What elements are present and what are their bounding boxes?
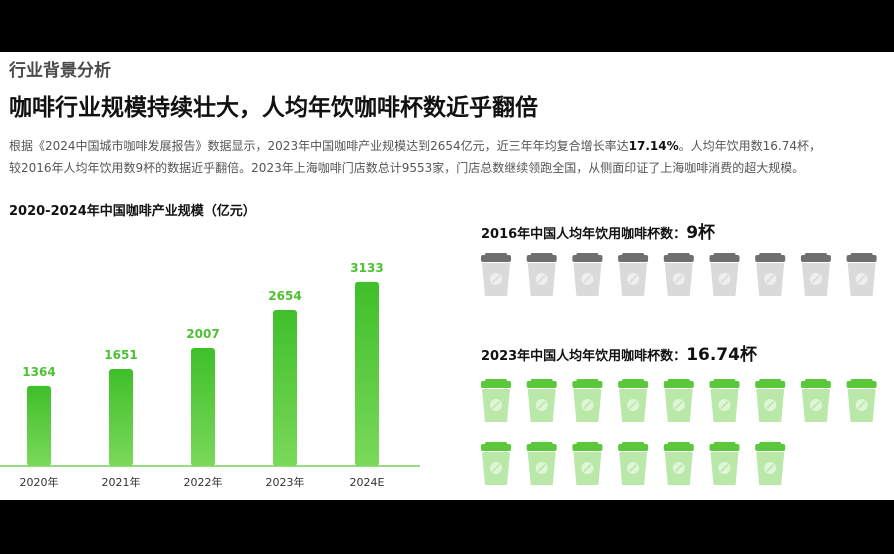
coffee-cup-icon: [481, 379, 511, 422]
cups-2016-label: 2016年中国人均年饮用咖啡杯数：: [481, 227, 687, 242]
coffee-cup-icon: [663, 253, 694, 296]
coffee-cup-icon: [663, 379, 694, 422]
chart-title: 2020-2024年中国咖啡产业规模（亿元）: [9, 204, 256, 219]
bar: [191, 348, 215, 466]
coffee-cup-icon: [846, 253, 877, 296]
coffee-cup-icon: [709, 442, 740, 485]
coffee-cup-icon: [572, 379, 603, 422]
coffee-cup-icon: [481, 442, 511, 485]
body-text-part: 。人均年饮用数16.74杯，: [678, 139, 821, 153]
cups-2016-value: 9杯: [686, 223, 716, 243]
cups-2016-row: [481, 253, 877, 296]
bar: [109, 368, 133, 466]
bar: [27, 385, 51, 466]
coffee-cup-icon: [709, 379, 740, 422]
coffee-cup-icon: [526, 253, 557, 296]
coffee-cup-icon: [572, 253, 603, 296]
coffee-cup-icon: [663, 442, 694, 485]
x-tick-label: 2023年: [266, 475, 305, 489]
coffee-cup-icon: [572, 442, 603, 485]
highlight-cagr: 17.14%: [628, 139, 679, 153]
cups-2023-value: 16.74杯: [686, 345, 757, 365]
cups-2023-label: 2023年中国人均年饮用咖啡杯数：: [481, 349, 687, 364]
bar: [273, 309, 297, 466]
x-tick-label: 2020年: [20, 475, 59, 489]
cups-2023-title: 2023年中国人均年饮用咖啡杯数：16.74杯: [481, 340, 757, 365]
section-label: 行业背景分析: [9, 61, 111, 81]
slide: 行业背景分析 咖啡行业规模持续壮大，人均年饮咖啡杯数近乎翻倍 根据《2024中国…: [0, 52, 894, 500]
coffee-cup-icon: [526, 379, 557, 422]
data-label: 3133: [350, 261, 383, 275]
x-tick-label: 2021年: [102, 475, 141, 489]
data-label: 2007: [186, 327, 219, 341]
body-text-part: 较2016年人均年饮用数9杯的数据近乎翻倍。2023年上海咖啡门店数总计9553…: [9, 161, 805, 175]
coffee-cup-icon: [709, 253, 740, 296]
coffee-cup-icon: [755, 253, 786, 296]
cups-2023-rows: [481, 379, 877, 485]
coffee-cup-icon: [618, 253, 649, 296]
cups-2016-title: 2016年中国人均年饮用咖啡杯数：9杯: [481, 218, 715, 243]
coffee-cup-icon: [846, 379, 877, 422]
coffee-cup-icon: [481, 253, 511, 296]
x-tick-label: 2022年: [184, 475, 223, 489]
data-label: 1651: [104, 348, 137, 362]
coffee-cup-icon: [800, 379, 831, 422]
body-text: 根据《2024中国城市咖啡发展报告》数据显示，2023年中国咖啡产业规模达到26…: [9, 135, 889, 179]
coffee-cup-icon: [755, 442, 786, 485]
coffee-cup-icon: [755, 379, 786, 422]
data-label: 1364: [22, 365, 55, 379]
x-tick-label: 2024E: [350, 476, 385, 489]
page-title: 咖啡行业规模持续壮大，人均年饮咖啡杯数近乎翻倍: [9, 95, 538, 121]
coffee-cup-icon: [526, 442, 557, 485]
coffee-cup-icon: [618, 442, 649, 485]
data-label: 2654: [268, 289, 301, 303]
bar-chart: 1364 2020年 1651 2021年 2007 2022年 2654 2023年 3133…: [0, 261, 420, 489]
body-text-part: 根据《2024中国城市咖啡发展报告》数据显示，2023年中国咖啡产业规模达到26…: [9, 139, 629, 153]
coffee-cup-icon: [800, 253, 831, 296]
bar: [355, 281, 379, 466]
coffee-cup-icon: [618, 379, 649, 422]
